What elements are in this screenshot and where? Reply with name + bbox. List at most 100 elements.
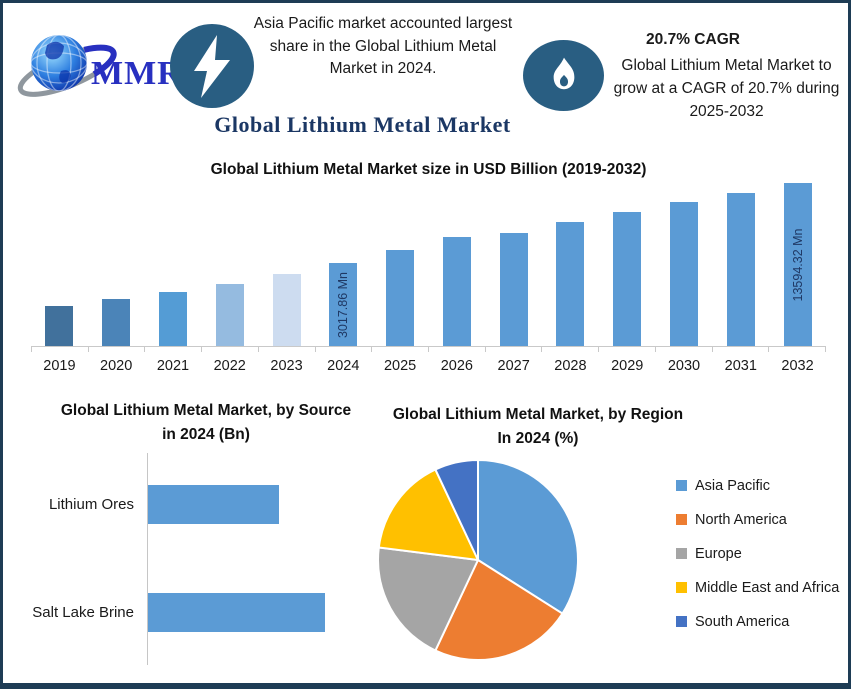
market-size-plot: 3017.86 Mn 13594.32 Mn [31,182,826,346]
legend-swatch [676,514,687,525]
x-axis-labels: 2019 2020 2021 2022 2023 2024 2025 2026 2027 2028… [31,352,826,374]
axis-tick [542,347,600,352]
bar-2030 [669,202,698,346]
highlight-right: 20.7% CAGR Global Lithium Metal Market t… [605,31,848,123]
legend-swatch [676,548,687,559]
bar-column-2027 [485,233,542,346]
flame-badge [523,40,604,111]
globe-icon [17,35,117,98]
bar-data-label-2032: 13594.32 Mn [790,228,805,301]
bar-2026 [442,237,471,346]
axis-tick [599,347,656,352]
legend-item-europe: Europe [676,543,839,564]
legend-item-asia-pacific: Asia Pacific [676,475,839,496]
bar-2023 [272,274,301,346]
axis-tick [32,347,89,352]
category-axis-line [147,453,148,665]
bar-column-2032: 13594.32 Mn [769,183,826,346]
x-label-2020: 2020 [100,358,133,374]
x-label-2022: 2022 [213,358,246,374]
source-label: Lithium Ores [48,496,134,513]
bar-2019 [45,306,74,346]
axis-tick [89,347,146,352]
bar-data-label-2024: 3017.86 Mn [336,271,351,338]
legend-label: Asia Pacific [695,477,770,494]
x-label-2029: 2029 [611,358,644,374]
axis-tick [769,347,827,352]
legend-swatch [676,616,687,627]
lightning-bolt-icon [194,35,230,98]
source-row: Salt Lake Brine [28,593,384,632]
highlight-left-text: Asia Pacific market accounted largest sh… [253,15,513,77]
x-label-2030: 2030 [667,358,701,374]
axis-tick [656,347,713,352]
bar-column-2019 [31,306,88,346]
x-label-2024: 2024 [327,358,360,374]
bar-column-2029 [599,212,656,346]
cagr-title: 20.7% CAGR [646,31,740,48]
page-title: Global Lithium Metal Market [214,112,511,137]
legend-swatch [676,480,687,491]
x-label-2028: 2028 [554,358,587,374]
logo-text: MMR [91,55,183,92]
legend-swatch [676,582,687,593]
source-plot: Lithium Ores Salt Lake Brine [28,447,384,682]
bar-column-2020 [88,299,145,346]
x-axis [31,346,827,352]
bar-2032: 13594.32 Mn [783,183,812,346]
x-label-2025: 2025 [383,358,417,374]
bar-2029 [613,212,642,346]
source-label: Salt Lake Brine [32,604,134,621]
bar-column-2023 [258,274,315,346]
region-chart: Global Lithium Metal Market, by Region I… [377,403,839,661]
bar-2022 [215,284,244,346]
mmr-logo: MMR [17,15,187,103]
region-chart-title: Global Lithium Metal Market, by Region I… [392,406,684,447]
lightning-badge [170,24,254,108]
axis-tick [316,347,373,352]
axis-tick [372,347,430,352]
pie-slice-europe [377,546,479,652]
bar-2021 [158,292,187,346]
bar-column-2024: 3017.86 Mn [315,263,372,346]
legend-item-north-america: North America [676,509,839,530]
region-pie [377,459,579,661]
bar-2024: 3017.86 Mn [329,263,358,346]
bar-column-2030 [656,202,713,346]
bar-2027 [499,233,528,346]
legend-label: North America [695,511,787,528]
bar-column-2021 [145,292,202,346]
source-bar [148,593,325,632]
axis-tick [259,347,316,352]
axis-tick [202,347,259,352]
bar-2028 [556,222,585,346]
bar-column-2022 [201,284,258,346]
legend-label: Middle East and Africa [695,579,840,596]
source-chart-title: Global Lithium Metal Market, by Source i… [60,402,352,443]
pie-slice-south-america [434,459,479,561]
highlight-right-text: Global Lithium Metal Market to grow at a… [613,57,840,120]
legend-item-middle-east-and-africa: Middle East and Africa [676,577,839,598]
x-label-2027: 2027 [497,358,530,374]
axis-tick [145,347,203,352]
axis-tick [486,347,543,352]
source-bar [148,485,279,524]
bar-column-2025 [372,250,429,346]
region-legend: Asia Pacific North America Europe Middle Ea… [676,475,839,645]
bar-2025 [386,250,415,346]
flame-icon [553,57,574,89]
axis-tick [713,347,770,352]
x-label-2031: 2031 [724,358,757,374]
x-label-2023: 2023 [270,358,303,374]
legend-label: South America [695,613,790,630]
x-label-2019: 2019 [43,358,76,374]
x-label-2032: 2032 [781,358,814,374]
bar-column-2028 [542,222,599,346]
source-chart: Global Lithium Metal Market, by Source i… [28,399,384,682]
axis-tick [429,347,486,352]
bar-2020 [102,299,131,346]
source-row: Lithium Ores [28,485,384,524]
bar-2031 [726,193,755,346]
legend-item-south-america: South America [676,611,839,632]
